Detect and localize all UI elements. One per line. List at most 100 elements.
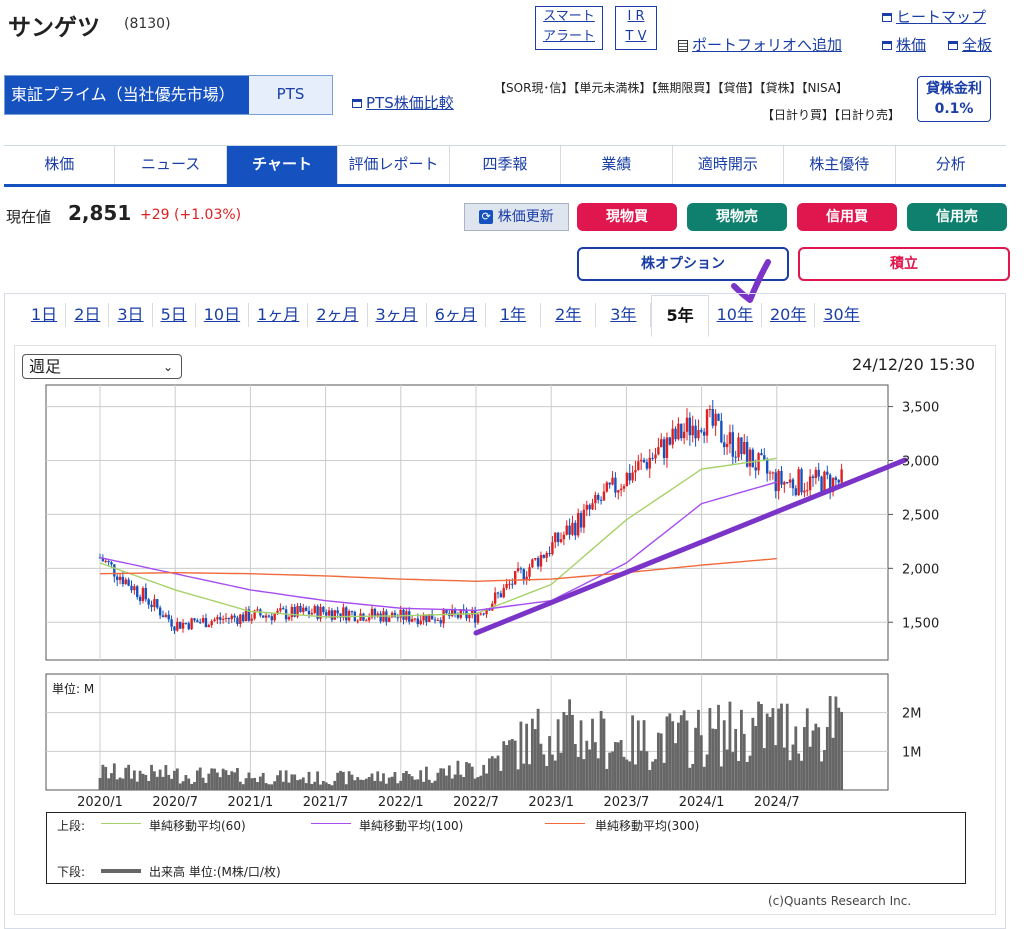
volume-bar — [107, 778, 110, 790]
volume-bar — [691, 763, 695, 790]
candle-body — [674, 428, 677, 440]
period-6m[interactable]: 6ヶ月 — [427, 302, 486, 327]
tab-analysis[interactable]: 分析 — [895, 146, 1006, 184]
period-5d[interactable]: 5日 — [153, 302, 196, 327]
candle-body — [685, 417, 689, 432]
market-pts-tab[interactable]: PTS — [249, 76, 332, 114]
tab-price[interactable]: 株価 — [4, 146, 116, 184]
volume-bar — [493, 758, 497, 790]
smart-alert-button[interactable]: スマート アラート — [535, 6, 603, 50]
candle-body — [327, 610, 331, 616]
tab-benefits[interactable]: 株主優待 — [784, 146, 896, 184]
cash-sell-button[interactable]: 現物売 — [687, 203, 787, 231]
market-primary-tab[interactable]: 東証プライム（当社優先市場） — [5, 76, 249, 114]
period-2d[interactable]: 2日 — [66, 302, 110, 327]
heatmap-link[interactable]: ヒートマップ — [882, 6, 986, 27]
volume-bar — [341, 771, 345, 790]
period-10y[interactable]: 10年 — [709, 302, 762, 327]
window-icon — [882, 13, 892, 22]
candle-body — [660, 439, 663, 448]
candle-body — [270, 616, 274, 621]
candle-body — [107, 560, 110, 563]
period-20y[interactable]: 20年 — [762, 302, 816, 327]
tab-news[interactable]: ニュース — [115, 146, 227, 184]
candle-body — [187, 623, 190, 630]
tab-shikiho[interactable]: 四季報 — [449, 146, 562, 184]
period-3d[interactable]: 3日 — [109, 302, 153, 327]
candle-body — [101, 557, 105, 562]
candle-body — [760, 453, 763, 456]
period-1y[interactable]: 1年 — [486, 302, 542, 327]
volume-bar — [513, 740, 517, 790]
candle-body — [456, 613, 460, 618]
tab-disclosure[interactable]: 適時開示 — [672, 146, 785, 184]
candle-body — [588, 504, 591, 510]
candle-body — [771, 472, 775, 474]
candle-body — [765, 459, 769, 474]
period-2m[interactable]: 2ヶ月 — [308, 302, 368, 327]
tab-performance[interactable]: 業績 — [561, 146, 673, 184]
candle-body — [430, 614, 434, 620]
volume-bar — [628, 761, 632, 790]
interval-select[interactable]: 週足 ⌄ — [22, 354, 182, 379]
candle-body — [115, 576, 119, 581]
period-3y[interactable]: 3年 — [596, 302, 652, 327]
volume-bar — [465, 762, 468, 790]
candle-body — [605, 482, 609, 492]
candle-body — [199, 622, 202, 624]
candle-body — [654, 454, 657, 459]
volume-bar — [565, 715, 569, 790]
candle-body — [602, 491, 606, 501]
volume-bar — [539, 743, 543, 790]
period-10d[interactable]: 10日 — [196, 302, 250, 327]
candle-body — [473, 610, 477, 623]
period-2y[interactable]: 2年 — [541, 302, 597, 327]
volume-bar — [811, 730, 815, 790]
cash-buy-button[interactable]: 現物買 — [577, 203, 677, 231]
pts-compare-link[interactable]: PTS株価比較 — [352, 92, 454, 113]
tag-nisa: 【NISA】 — [801, 81, 849, 95]
volume-bar — [284, 770, 288, 790]
stock-option-button[interactable]: 株オプション — [577, 247, 789, 281]
margin-sell-button[interactable]: 信用売 — [907, 203, 1007, 231]
smart-alert-line2: アラート — [542, 29, 595, 44]
candle-body — [350, 611, 354, 613]
tab-report[interactable]: 評価レポート — [338, 146, 450, 184]
accumulate-button[interactable]: 積立 — [798, 247, 1010, 281]
full-board-link[interactable]: 全板 — [948, 34, 992, 55]
volume-bar — [313, 781, 317, 790]
period-3m[interactable]: 3ヶ月 — [368, 302, 427, 327]
volume-bar — [161, 776, 165, 790]
price-tick-label: 2,500 — [902, 508, 939, 523]
volume-bar — [499, 770, 503, 790]
candle-body — [307, 610, 311, 615]
candle-body — [113, 564, 116, 577]
volume-bar — [430, 782, 434, 790]
lending-rate-box[interactable]: 貸株金利 0.1% — [917, 76, 991, 122]
period-1m[interactable]: 1ヶ月 — [249, 302, 309, 327]
stock-price-link[interactable]: 株価 — [882, 34, 926, 55]
add-portfolio-link[interactable]: ポートフォリオへ追加 — [678, 34, 842, 55]
candle-body — [548, 553, 551, 555]
volume-bar — [510, 739, 514, 790]
period-30y[interactable]: 30年 — [823, 304, 860, 324]
volume-bar — [731, 752, 735, 790]
tab-chart[interactable]: チャート — [226, 146, 339, 184]
volume-bar — [742, 733, 746, 790]
tag-daytrade-buy: 【日計り買】 — [762, 108, 835, 122]
period-5y[interactable]: 5年 — [651, 294, 709, 337]
candle-body — [485, 608, 488, 615]
candle-body — [702, 431, 706, 436]
tag-unlimited: 【無期限買】 — [651, 81, 718, 95]
refresh-button[interactable]: ⟳ 株価更新 — [464, 203, 569, 231]
candle-body — [562, 534, 566, 540]
volume-bar — [479, 775, 483, 790]
ir-tv-button[interactable]: I R T V — [615, 6, 657, 50]
margin-buy-button[interactable]: 信用買 — [797, 203, 897, 231]
period-1d[interactable]: 1日 — [23, 302, 67, 327]
candle-body — [579, 513, 583, 528]
candle-body — [465, 610, 468, 619]
candle-body — [190, 618, 193, 630]
volume-bar — [264, 783, 268, 790]
volume-bar — [636, 720, 640, 790]
